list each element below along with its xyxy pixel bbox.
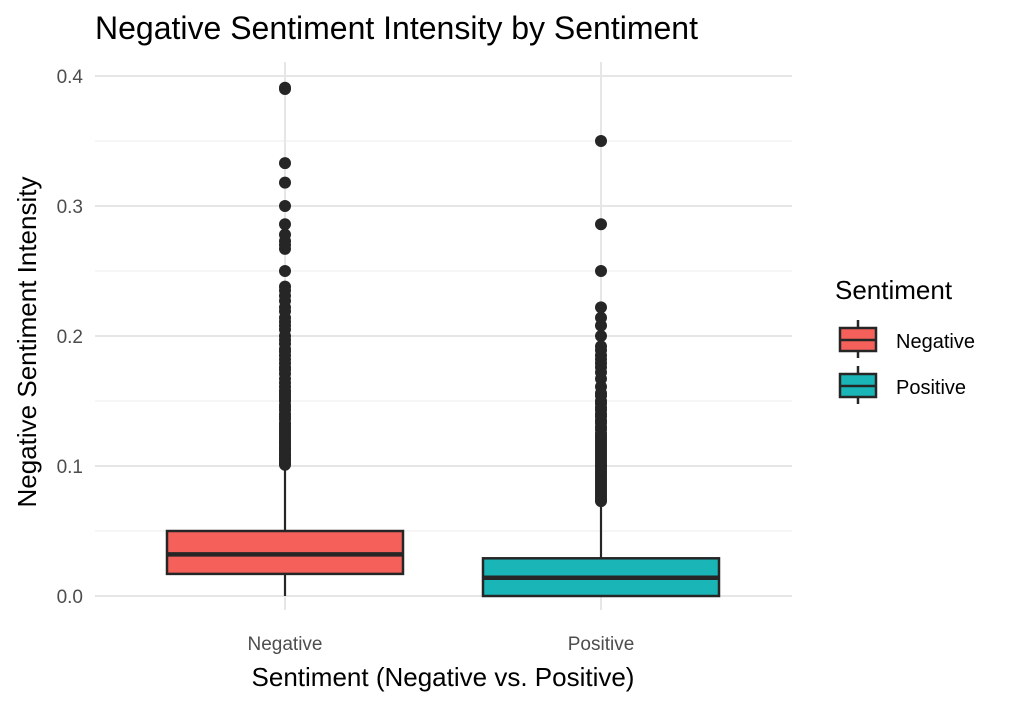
y-tick-label: 0.1 — [57, 457, 83, 478]
outlier-point — [279, 81, 291, 94]
outlier-point — [279, 242, 291, 255]
legend-title: Sentiment — [835, 275, 953, 305]
x-axis-title: Sentiment (Negative vs. Positive) — [252, 662, 635, 692]
outlier-point — [595, 330, 607, 342]
outlier-point — [279, 218, 291, 231]
y-tick-label: 0.4 — [57, 67, 84, 88]
legend-label-negative: Negative — [896, 331, 975, 353]
outlier-point — [595, 135, 607, 147]
x-tick-label-positive: Positive — [568, 634, 635, 655]
x-tick-label-negative: Negative — [248, 634, 323, 655]
outlier-point — [279, 200, 291, 212]
y-tick-label: 0.2 — [57, 327, 83, 348]
outlier-point — [595, 265, 607, 277]
grid — [95, 62, 792, 610]
outlier-point — [595, 301, 607, 314]
y-axis-ticks: 0.0 0.1 0.2 0.3 0.4 — [57, 67, 84, 608]
x-axis-ticks: Negative Positive — [248, 634, 635, 655]
legend-item-negative: Negative — [838, 320, 975, 358]
boxes — [165, 81, 721, 598]
chart-title: Negative Sentiment Intensity by Sentimen… — [95, 10, 698, 46]
legend: Sentiment Negative Positive — [835, 275, 975, 404]
box-positive — [481, 135, 721, 598]
outlier-point — [595, 495, 607, 508]
outlier-point — [279, 265, 291, 277]
outlier-point — [279, 458, 291, 471]
outlier-point — [595, 319, 607, 332]
y-tick-label: 0.0 — [57, 587, 83, 608]
y-axis-title: Negative Sentiment Intensity — [12, 177, 42, 508]
outlier-point — [279, 176, 291, 189]
legend-item-positive: Positive — [838, 366, 966, 404]
box-negative — [165, 81, 405, 596]
legend-label-positive: Positive — [896, 377, 966, 399]
outlier-point — [595, 218, 607, 231]
outlier-point — [279, 157, 291, 170]
y-tick-label: 0.3 — [57, 197, 83, 218]
